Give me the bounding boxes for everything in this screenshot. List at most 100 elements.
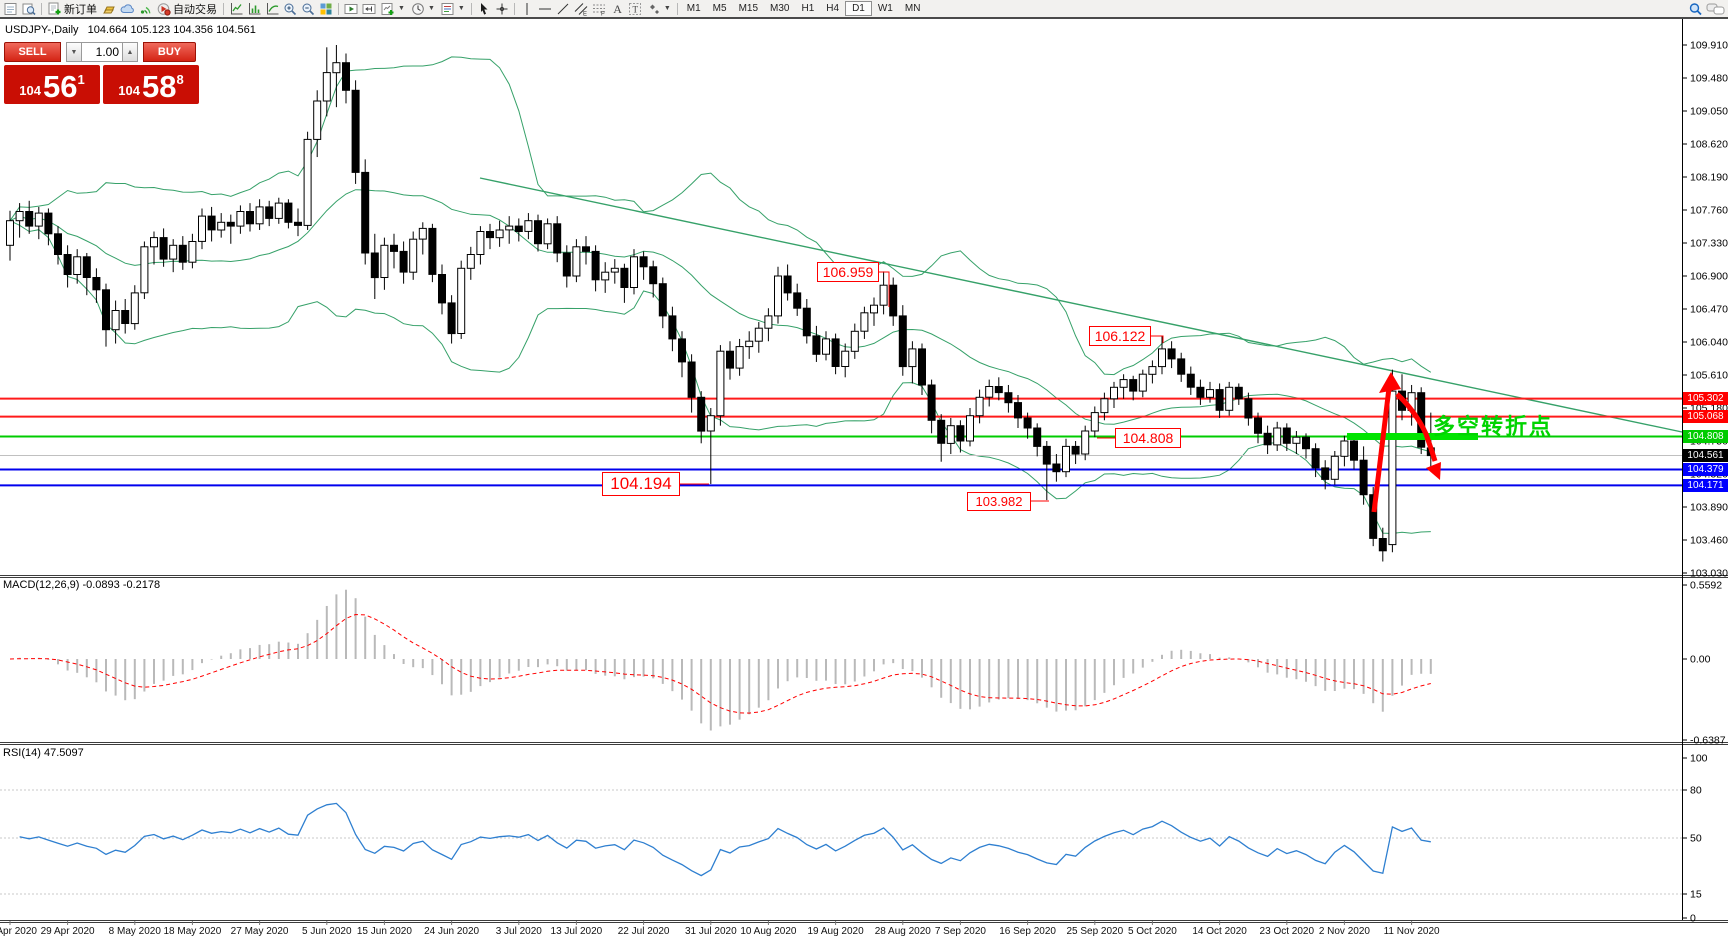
- vertical-line-icon[interactable]: [518, 1, 536, 16]
- template-button[interactable]: ▼: [438, 1, 468, 16]
- chart-objects[interactable]: [680, 271, 1478, 513]
- chart-shift-icon[interactable]: [360, 1, 378, 16]
- chart-window-icon[interactable]: [2, 1, 20, 16]
- market-watch-icon[interactable]: [20, 1, 38, 16]
- arrows-tool-button[interactable]: ▼: [644, 1, 674, 16]
- volume-decrease-button[interactable]: ▼: [66, 42, 82, 62]
- bollinger-bands: [9, 56, 1432, 535]
- candle: [322, 72, 331, 102]
- callout-connector: [1151, 335, 1164, 343]
- rsi-tick: 80: [1690, 785, 1702, 797]
- text-label-icon[interactable]: T: [626, 1, 644, 16]
- volume-increase-button[interactable]: ▲: [122, 42, 138, 62]
- zoom-out-icon[interactable]: [299, 1, 317, 16]
- candle: [178, 244, 187, 263]
- candle: [543, 223, 552, 245]
- timeframe-d1[interactable]: D1: [845, 1, 872, 16]
- auto-scroll-icon[interactable]: [342, 1, 360, 16]
- chevron-down-icon: ▼: [663, 5, 671, 12]
- volume-input[interactable]: [82, 42, 122, 62]
- new-order-button[interactable]: 新订单: [45, 1, 100, 16]
- ask-pips: 58: [141, 69, 177, 104]
- turning-point-annotation[interactable]: 多空转折点: [1433, 414, 1554, 439]
- signals-icon[interactable]: [136, 1, 154, 16]
- price-tick: 103.890: [1690, 501, 1728, 513]
- candle: [582, 246, 590, 252]
- period-selector-button[interactable]: ▼: [408, 1, 438, 16]
- search-icon[interactable]: [1686, 1, 1704, 16]
- tile-windows-icon[interactable]: [317, 1, 335, 16]
- trendline-group[interactable]: [479, 177, 1683, 433]
- candle: [332, 62, 341, 74]
- auto-trading-button[interactable]: 自动交易: [154, 1, 220, 16]
- mql5-cloud-icon[interactable]: [118, 1, 136, 16]
- timeframe-h4[interactable]: H4: [826, 3, 840, 14]
- ask-price-box[interactable]: 104 58 8: [103, 65, 199, 104]
- chat-icon[interactable]: [1704, 1, 1728, 16]
- crosshair-icon[interactable]: [493, 1, 511, 16]
- candle: [1004, 392, 1013, 404]
- timeframe-m15[interactable]: M15: [738, 3, 759, 14]
- equidistant-channel-icon[interactable]: E: [572, 1, 590, 16]
- timeframe-mn[interactable]: MN: [904, 3, 921, 14]
- candle: [140, 246, 149, 294]
- price-tick: 107.330: [1690, 238, 1728, 250]
- candle: [380, 244, 389, 279]
- text-icon[interactable]: A: [608, 1, 626, 16]
- timeframe-m1[interactable]: M1: [686, 3, 701, 14]
- turning-point-bar[interactable]: [1347, 433, 1478, 440]
- candle: [159, 237, 168, 260]
- buy-button[interactable]: BUY: [143, 42, 196, 62]
- cursor-icon[interactable]: [475, 1, 493, 16]
- timeframe-m5[interactable]: M5: [712, 3, 727, 14]
- candle: [514, 225, 523, 233]
- candle: [630, 256, 638, 288]
- candle: [34, 212, 43, 227]
- candle: [438, 274, 446, 304]
- rsi-panel: 100 80 50 15 0: [0, 753, 1708, 925]
- candle: [1062, 445, 1070, 473]
- rsi-tick: 100: [1690, 753, 1708, 765]
- candle: [1177, 358, 1186, 375]
- candle: [889, 284, 898, 317]
- new-chart-button[interactable]: ▼: [378, 1, 408, 16]
- trendline-object[interactable]: [479, 177, 1683, 433]
- candle: [1369, 494, 1378, 539]
- candle: [822, 338, 830, 355]
- timeframe-h1[interactable]: H1: [801, 3, 815, 14]
- rally-arrow[interactable]: [1371, 387, 1392, 513]
- candle: [937, 419, 946, 444]
- candle: [879, 284, 888, 306]
- bid-price-box[interactable]: 104 56 1: [4, 65, 100, 104]
- candle: [966, 415, 974, 442]
- sell-button[interactable]: SELL: [4, 42, 61, 62]
- candle: [860, 312, 869, 332]
- ohlc-values: 104.664 105.123 104.356 104.561: [87, 24, 256, 36]
- candle: [678, 338, 686, 363]
- zoom-in-icon[interactable]: [281, 1, 299, 16]
- projection-arrow[interactable]: [1395, 392, 1438, 462]
- fibonacci-icon[interactable]: F: [590, 1, 608, 16]
- trendline-icon[interactable]: [554, 1, 572, 16]
- add-indicator-icon[interactable]: [227, 1, 245, 16]
- candle: [918, 348, 926, 386]
- indicator-window-icon[interactable]: [245, 1, 263, 16]
- candle: [764, 315, 773, 329]
- candle: [1388, 390, 1397, 546]
- objects-list-icon[interactable]: [263, 1, 281, 16]
- horizontal-line-icon[interactable]: [536, 1, 554, 16]
- candle: [246, 211, 254, 225]
- price-tick: 104.750: [1690, 435, 1728, 447]
- toolbar-separator: [676, 2, 678, 15]
- candle: [390, 244, 398, 252]
- timeframe-m30[interactable]: M30: [770, 3, 790, 14]
- candle: [428, 227, 437, 275]
- date-tick: 29 Apr 2020: [41, 926, 95, 937]
- candle: [255, 206, 264, 225]
- deposit-gold-icon[interactable]: [100, 1, 118, 16]
- candle: [898, 315, 907, 368]
- candle: [54, 233, 62, 256]
- candle: [505, 225, 514, 231]
- timeframe-w1[interactable]: W1: [877, 3, 893, 14]
